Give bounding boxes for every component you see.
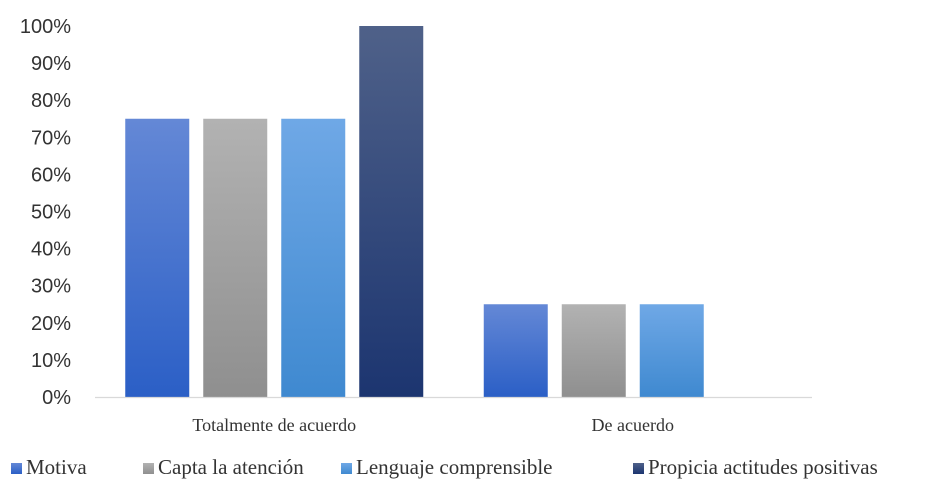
legend-swatch [341, 463, 352, 474]
bars [125, 26, 704, 397]
bar [125, 118, 190, 397]
x-tick-label: De acuerdo [592, 415, 674, 435]
y-tick-label: 30% [31, 276, 71, 298]
legend-swatch [143, 463, 154, 474]
y-axis: 0% 10% 20% 30% 40% 50% 60% 70% 80% 90% 100% [20, 16, 71, 409]
legend-label: Lenguaje comprensible [356, 455, 553, 479]
x-axis: Totalmente de acuerdo De acuerdo [192, 415, 674, 435]
y-tick-label: 100% [20, 16, 71, 38]
y-tick-label: 10% [31, 350, 71, 372]
y-tick-label: 90% [31, 53, 71, 75]
legend-item: Motiva [11, 455, 87, 479]
x-tick-label: Totalmente de acuerdo [192, 415, 356, 435]
bar [359, 26, 424, 397]
legend-item: Propicia actitudes positivas [633, 455, 878, 479]
legend-swatch [11, 463, 22, 474]
y-tick-label: 70% [31, 127, 71, 149]
y-tick-label: 0% [42, 387, 71, 409]
bar [281, 118, 346, 397]
bar [203, 118, 268, 397]
bar [561, 304, 626, 397]
legend-swatch [633, 463, 644, 474]
y-tick-label: 60% [31, 164, 71, 186]
y-tick-label: 80% [31, 90, 71, 112]
y-tick-label: 40% [31, 239, 71, 261]
bar [639, 304, 704, 397]
bar [483, 304, 548, 397]
legend-label: Propicia actitudes positivas [648, 455, 878, 479]
y-tick-label: 20% [31, 313, 71, 335]
legend-item: Capta la atención [143, 455, 304, 479]
legend-item: Lenguaje comprensible [341, 455, 553, 479]
legend-label: Capta la atención [158, 455, 304, 479]
legend: Motiva Capta la atención Lenguaje comprens… [11, 455, 878, 479]
legend-label: Motiva [26, 455, 87, 479]
y-tick-label: 50% [31, 202, 71, 224]
